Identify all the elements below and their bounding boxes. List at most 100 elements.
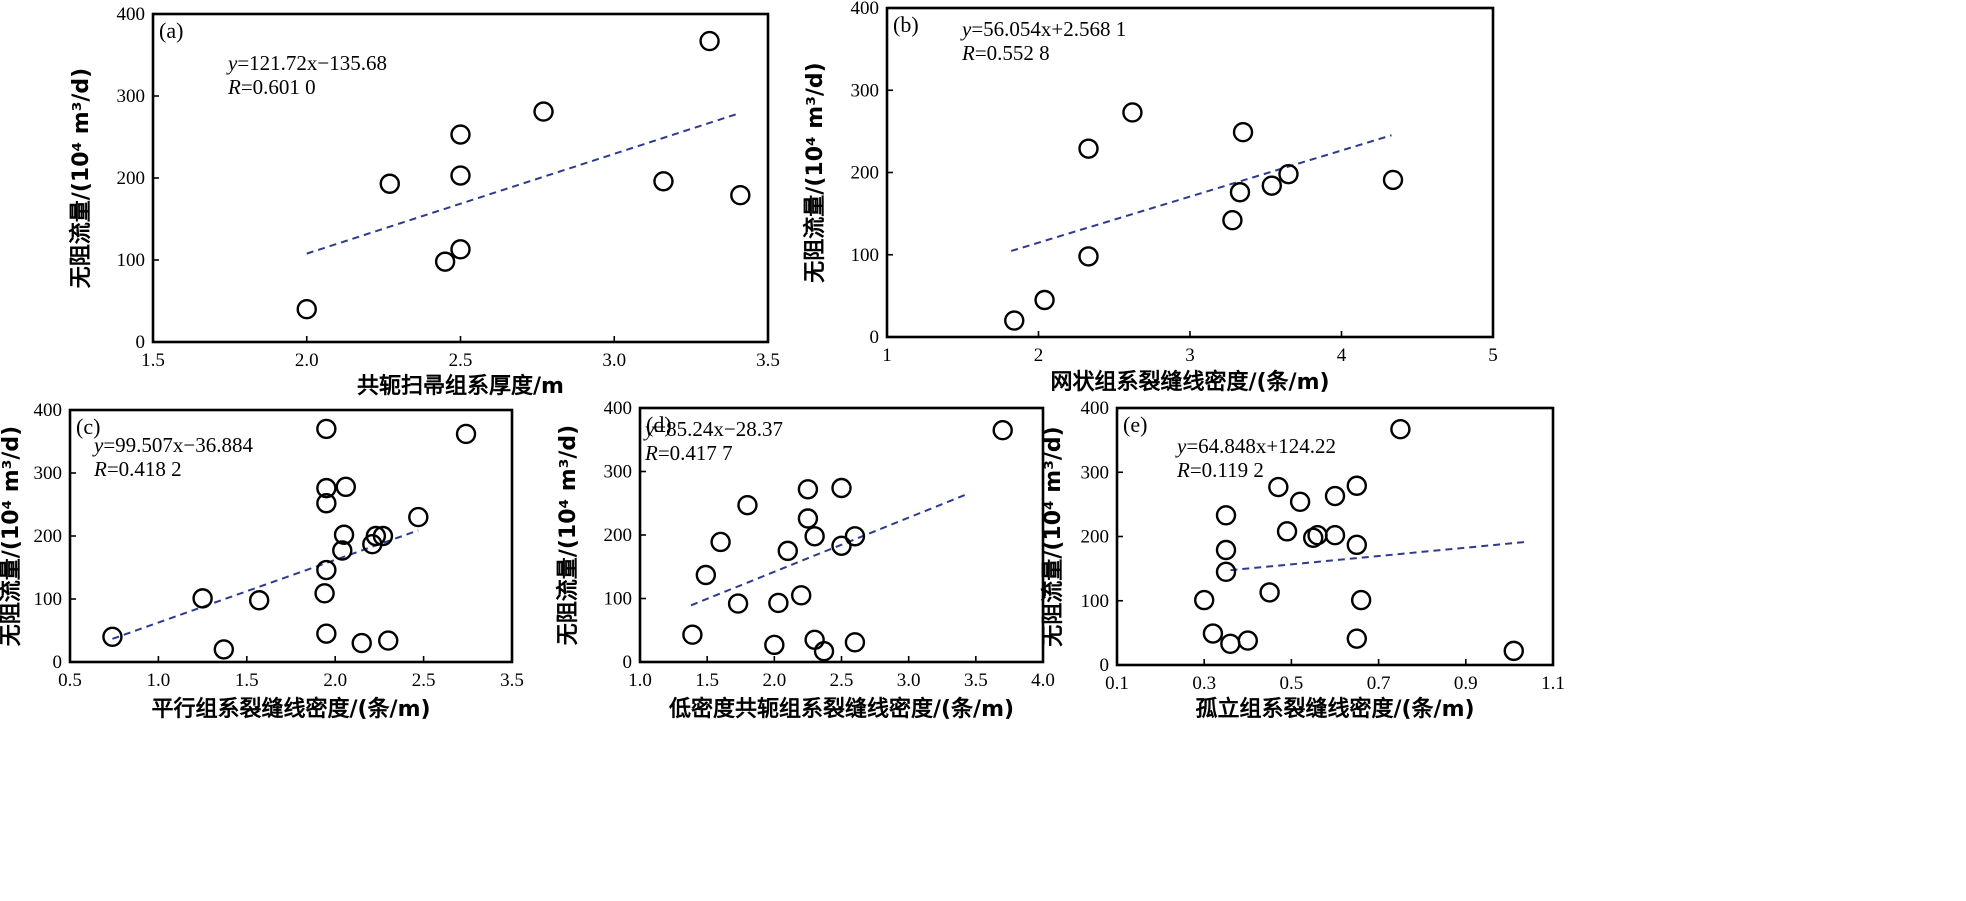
- regression-equation: y=85.24x−28.37: [643, 417, 783, 441]
- y-tick-label: 0: [1100, 655, 1110, 676]
- fit-line: [1230, 540, 1527, 572]
- x-tick-label: 4: [1337, 345, 1347, 366]
- x-tick-label: 1: [882, 345, 892, 366]
- scatter-panel-2: 1 2 3 4 5 0 100 200 300 400 网状组系裂缝线密度/(条/m) 无阻流量/(1…: [802, 0, 1498, 395]
- data-point: [316, 493, 337, 514]
- regression-equation: y=56.054x+2.568 1: [960, 17, 1126, 41]
- data-point: [777, 540, 798, 562]
- data-point: [335, 476, 357, 498]
- data-point: [1350, 589, 1372, 611]
- x-tick-label: 1.1: [1541, 673, 1565, 694]
- x-tick-label: 1.5: [695, 670, 719, 691]
- x-tick-label: 2.5: [412, 670, 436, 691]
- data-point: [1259, 582, 1280, 603]
- data-point: [248, 590, 270, 611]
- data-point: [992, 420, 1013, 441]
- data-point: [730, 185, 751, 206]
- r-value: =0.552 8: [975, 41, 1050, 65]
- correlation-coefficient: R=0.552 8: [961, 41, 1050, 65]
- data-point: [1346, 628, 1368, 649]
- data-point: [455, 423, 477, 445]
- equation-variable: y: [226, 51, 238, 75]
- y-tick-label: 300: [851, 80, 880, 101]
- data-point: [450, 124, 471, 145]
- data-point: [710, 531, 731, 553]
- y-axis-label: 无阻流量/(10⁴ m³/d): [68, 68, 94, 288]
- data-point: [831, 535, 852, 556]
- y-tick-label: 100: [1081, 591, 1110, 612]
- data-point: [1220, 633, 1241, 654]
- x-tick-label: 2.0: [295, 350, 319, 371]
- data-point: [1278, 163, 1299, 185]
- equation-rhs: =99.507x−36.884: [103, 433, 253, 457]
- data-point: [378, 630, 399, 651]
- x-tick-label: 2.0: [762, 670, 786, 691]
- data-point: [1324, 485, 1346, 507]
- data-point: [1289, 491, 1311, 513]
- data-point: [533, 101, 554, 122]
- panel-label: (e): [1123, 412, 1147, 437]
- fit-line: [1010, 134, 1392, 252]
- equation-variable: y: [643, 417, 655, 441]
- data-point: [727, 593, 749, 614]
- data-point: [314, 583, 335, 604]
- data-point: [1382, 169, 1404, 191]
- x-tick-label: 2.5: [449, 350, 473, 371]
- y-tick-label: 0: [136, 332, 146, 353]
- data-point: [1324, 525, 1346, 546]
- x-tick-label: 3.5: [500, 670, 524, 691]
- r-value: =0.601 0: [241, 75, 316, 99]
- x-tick-label: 0.1: [1105, 673, 1129, 694]
- r-value: =0.417 7: [658, 441, 733, 465]
- scatter-panel-3: 0.5 1.0 1.5 2.0 2.5 3.5 0 100 200 300 400 平行组系裂缝线密度…: [0, 400, 524, 722]
- data-point: [764, 634, 785, 656]
- equation-rhs: =64.848x+124.22: [1186, 434, 1336, 458]
- y-tick-label: 100: [34, 589, 63, 610]
- data-point: [192, 588, 213, 609]
- x-tick-label: 2: [1034, 345, 1044, 366]
- y-tick-label: 200: [117, 168, 146, 189]
- x-tick-label: 1.5: [235, 670, 259, 691]
- data-point: [1390, 419, 1411, 440]
- x-tick-label: 2.0: [323, 670, 347, 691]
- data-point: [737, 494, 758, 516]
- data-point: [1215, 505, 1237, 526]
- r-variable: R: [93, 457, 107, 481]
- x-axis-label: 孤立组系裂缝线密度/(条/m): [1195, 696, 1474, 722]
- data-point: [1232, 121, 1254, 143]
- data-point: [1004, 310, 1025, 331]
- x-tick-label: 3: [1185, 345, 1195, 366]
- scatter-panel-5: 0.1 0.3 0.5 0.7 0.9 1.1 0 100 200 300 400 孤立组系裂缝线密度…: [1040, 398, 1565, 722]
- data-point: [316, 477, 337, 499]
- data-point: [682, 624, 703, 645]
- x-tick-label: 0.5: [58, 670, 82, 691]
- data-point: [372, 525, 394, 547]
- y-tick-label: 100: [604, 589, 633, 610]
- x-tick-label: 3.0: [897, 670, 921, 691]
- x-tick-label: 0.9: [1454, 673, 1478, 694]
- data-point: [1222, 210, 1243, 231]
- data-point: [699, 30, 720, 52]
- x-tick-label: 4.0: [1031, 670, 1055, 691]
- data-point: [1302, 527, 1324, 548]
- y-tick-label: 400: [117, 4, 146, 25]
- data-point: [450, 239, 471, 260]
- data-point: [1261, 175, 1283, 196]
- data-point: [316, 559, 337, 581]
- correlation-coefficient: R=0.418 2: [93, 457, 182, 481]
- data-point: [1215, 539, 1237, 561]
- data-point: [791, 585, 812, 606]
- y-axis-label: 无阻流量/(10⁴ m³/d): [1040, 426, 1066, 646]
- scatter-panel-1: 1.5 2.0 2.5 3.0 3.5 0 100 200 300 400 共轭扫帚组系厚度/m 无阻…: [68, 4, 780, 399]
- fit-line: [690, 492, 969, 607]
- data-point: [379, 173, 400, 194]
- equation-rhs: =85.24x−28.37: [654, 417, 783, 441]
- r-value: =0.418 2: [107, 457, 182, 481]
- data-point: [1503, 640, 1524, 662]
- data-point: [1276, 521, 1298, 542]
- regression-equation: y=99.507x−36.884: [92, 433, 254, 457]
- x-tick-label: 1.5: [141, 350, 165, 371]
- data-point: [1346, 475, 1368, 496]
- data-point: [351, 632, 372, 654]
